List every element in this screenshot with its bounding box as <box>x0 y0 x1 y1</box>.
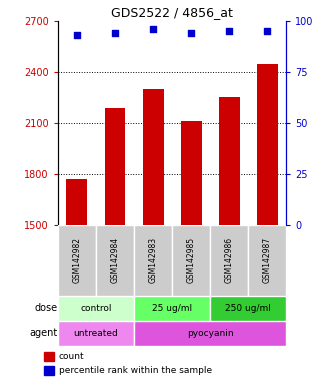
Bar <box>58 225 96 296</box>
Text: count: count <box>59 353 84 361</box>
Bar <box>134 321 286 346</box>
Bar <box>105 108 125 225</box>
Bar <box>210 225 248 296</box>
Text: GSM142983: GSM142983 <box>149 237 158 283</box>
Bar <box>58 296 134 321</box>
Text: GSM142986: GSM142986 <box>225 237 234 283</box>
Bar <box>58 321 134 346</box>
Bar <box>257 63 278 225</box>
Bar <box>134 296 210 321</box>
Text: pyocyanin: pyocyanin <box>187 329 233 338</box>
Text: 250 ug/ml: 250 ug/ml <box>225 304 271 313</box>
Bar <box>44 353 54 361</box>
Text: 25 ug/ml: 25 ug/ml <box>152 304 192 313</box>
Bar <box>134 225 172 296</box>
Bar <box>219 97 240 225</box>
Bar <box>44 366 54 375</box>
Point <box>264 28 270 35</box>
Text: GSM142984: GSM142984 <box>111 237 119 283</box>
Bar <box>181 121 202 225</box>
Text: control: control <box>80 304 112 313</box>
Bar <box>248 225 286 296</box>
Point <box>188 30 194 36</box>
Bar <box>210 296 286 321</box>
Text: GSM142982: GSM142982 <box>72 237 81 283</box>
Bar <box>96 225 134 296</box>
Text: GSM142987: GSM142987 <box>263 237 272 283</box>
Point <box>226 28 232 35</box>
Text: GSM142985: GSM142985 <box>187 237 196 283</box>
Text: dose: dose <box>35 303 58 313</box>
Bar <box>143 89 164 225</box>
Point <box>112 30 118 36</box>
Title: GDS2522 / 4856_at: GDS2522 / 4856_at <box>111 5 233 18</box>
Text: percentile rank within the sample: percentile rank within the sample <box>59 366 212 375</box>
Bar <box>172 225 210 296</box>
Point <box>74 32 79 38</box>
Text: agent: agent <box>30 328 58 338</box>
Text: untreated: untreated <box>73 329 118 338</box>
Bar <box>67 179 87 225</box>
Point <box>150 26 156 32</box>
